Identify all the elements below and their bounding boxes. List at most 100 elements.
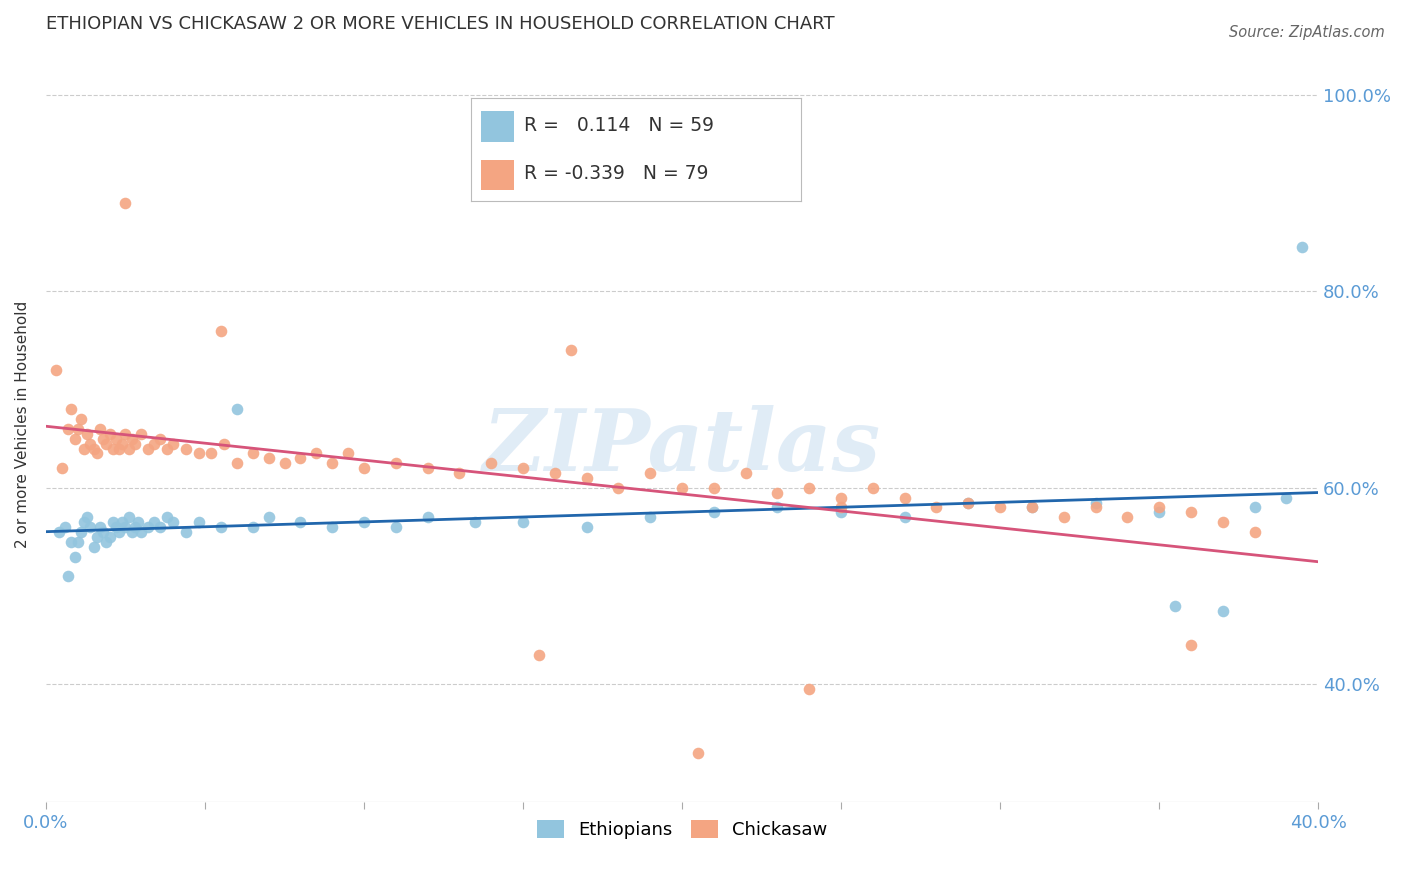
Text: R = -0.339   N = 79: R = -0.339 N = 79	[524, 163, 709, 183]
Point	[830, 500, 852, 515]
Point	[124, 520, 146, 534]
Point	[1291, 240, 1313, 254]
Point	[156, 510, 179, 524]
Point	[101, 442, 124, 456]
Point	[114, 426, 136, 441]
Point	[257, 451, 280, 466]
Point	[104, 520, 127, 534]
Point	[385, 520, 408, 534]
Point	[353, 515, 375, 529]
Point	[766, 485, 789, 500]
Point	[136, 442, 159, 456]
Point	[83, 540, 105, 554]
Point	[893, 510, 915, 524]
Point	[225, 402, 247, 417]
Point	[104, 432, 127, 446]
Point	[449, 466, 471, 480]
Point	[512, 461, 534, 475]
Point	[162, 515, 184, 529]
Point	[89, 520, 111, 534]
Point	[63, 549, 86, 564]
Point	[479, 456, 502, 470]
Point	[118, 442, 141, 456]
Point	[385, 456, 408, 470]
Point	[108, 524, 131, 539]
Point	[114, 520, 136, 534]
Text: ZIPatlas: ZIPatlas	[484, 405, 882, 489]
Point	[76, 426, 98, 441]
Point	[121, 524, 143, 539]
Point	[91, 432, 114, 446]
Point	[607, 481, 630, 495]
Point	[575, 520, 598, 534]
Point	[464, 515, 486, 529]
Point	[1084, 495, 1107, 509]
Point	[187, 515, 209, 529]
Point	[98, 530, 121, 544]
Point	[118, 510, 141, 524]
Point	[111, 436, 134, 450]
Point	[143, 436, 166, 450]
Point	[70, 524, 93, 539]
Text: R =   0.114   N = 59: R = 0.114 N = 59	[524, 116, 714, 136]
Point	[242, 446, 264, 460]
Point	[1243, 524, 1265, 539]
Point	[83, 442, 105, 456]
Y-axis label: 2 or more Vehicles in Household: 2 or more Vehicles in Household	[15, 301, 30, 548]
Point	[76, 510, 98, 524]
Point	[575, 471, 598, 485]
Point	[143, 515, 166, 529]
Point	[53, 520, 76, 534]
Point	[799, 481, 821, 495]
Point	[893, 491, 915, 505]
Point	[703, 481, 725, 495]
Point	[111, 515, 134, 529]
Point	[512, 515, 534, 529]
Point	[96, 436, 118, 450]
Point	[131, 524, 153, 539]
Point	[1180, 638, 1202, 652]
Point	[162, 436, 184, 450]
Point	[101, 515, 124, 529]
Text: ETHIOPIAN VS CHICKASAW 2 OR MORE VEHICLES IN HOUSEHOLD CORRELATION CHART: ETHIOPIAN VS CHICKASAW 2 OR MORE VEHICLE…	[46, 15, 835, 33]
Point	[225, 456, 247, 470]
Point	[830, 505, 852, 519]
Point	[544, 466, 567, 480]
Point	[1116, 510, 1139, 524]
Point	[63, 432, 86, 446]
Text: Source: ZipAtlas.com: Source: ZipAtlas.com	[1229, 25, 1385, 40]
Point	[48, 524, 70, 539]
Point	[799, 682, 821, 697]
Point	[200, 446, 222, 460]
Point	[149, 432, 172, 446]
Point	[686, 746, 709, 760]
Point	[66, 534, 89, 549]
Point	[1164, 599, 1187, 613]
Point	[79, 436, 101, 450]
Point	[734, 466, 756, 480]
Point	[108, 442, 131, 456]
Point	[79, 520, 101, 534]
Point	[86, 446, 108, 460]
Point	[60, 402, 83, 417]
Point	[58, 422, 80, 436]
Legend: Ethiopians, Chickasaw: Ethiopians, Chickasaw	[530, 813, 835, 847]
Point	[174, 524, 197, 539]
Point	[121, 432, 143, 446]
Point	[638, 466, 661, 480]
Point	[58, 569, 80, 583]
Point	[766, 500, 789, 515]
Point	[86, 530, 108, 544]
Point	[988, 500, 1011, 515]
Point	[321, 520, 343, 534]
Point	[51, 461, 73, 475]
Point	[1021, 500, 1043, 515]
Point	[174, 442, 197, 456]
Point	[91, 524, 114, 539]
Point	[70, 412, 93, 426]
Point	[127, 515, 149, 529]
Point	[830, 491, 852, 505]
Point	[1212, 604, 1234, 618]
Point	[671, 481, 693, 495]
Point	[156, 442, 179, 456]
